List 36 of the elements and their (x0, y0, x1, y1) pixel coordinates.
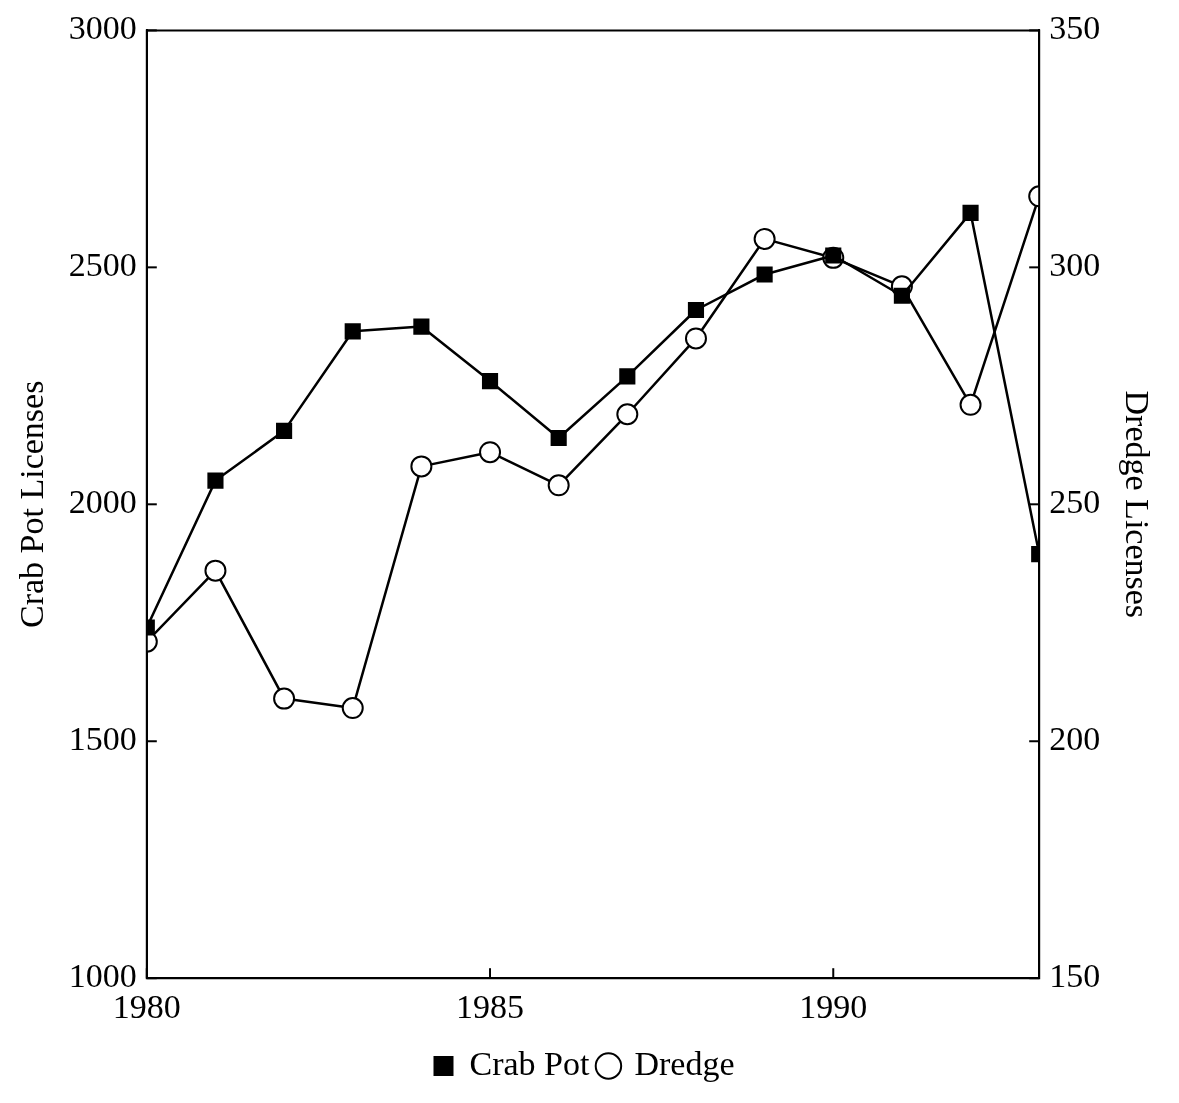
point (550, 429, 567, 447)
point (893, 287, 910, 304)
y-axis-title: Crab Pot Licenses (13, 380, 51, 628)
point (344, 323, 361, 340)
point (687, 301, 705, 319)
y2-axis-title: Dredge Licenses (1118, 390, 1156, 619)
point (276, 422, 293, 439)
point (619, 368, 636, 385)
point (341, 697, 364, 720)
x-tick-label: 1985 (456, 987, 525, 1025)
point (616, 403, 639, 426)
y2-tick-label: 350 (1049, 9, 1101, 47)
point (547, 474, 570, 497)
point (684, 327, 707, 350)
y-tick-label: 2500 (68, 246, 137, 284)
point (753, 227, 776, 250)
point (413, 318, 430, 335)
point (959, 393, 982, 416)
point (756, 266, 773, 283)
y-tick-label: 1500 (68, 720, 137, 758)
y-tick-label: 2000 (68, 483, 137, 521)
x-tick-label: 1990 (799, 987, 868, 1025)
point (204, 559, 227, 582)
point (481, 373, 499, 390)
point (479, 441, 502, 464)
y-tick-label: 3000 (68, 9, 137, 47)
y2-tick-label: 300 (1049, 246, 1101, 284)
point (410, 455, 433, 478)
y2-tick-label: 150 (1049, 957, 1101, 995)
y2-tick-label: 200 (1049, 720, 1101, 758)
point (273, 687, 296, 710)
point (207, 472, 224, 489)
point (962, 204, 979, 221)
y2-tick-label: 250 (1049, 483, 1101, 521)
legend-label: Crab Pot (469, 1044, 590, 1082)
legend-label: Dredge (634, 1044, 735, 1082)
